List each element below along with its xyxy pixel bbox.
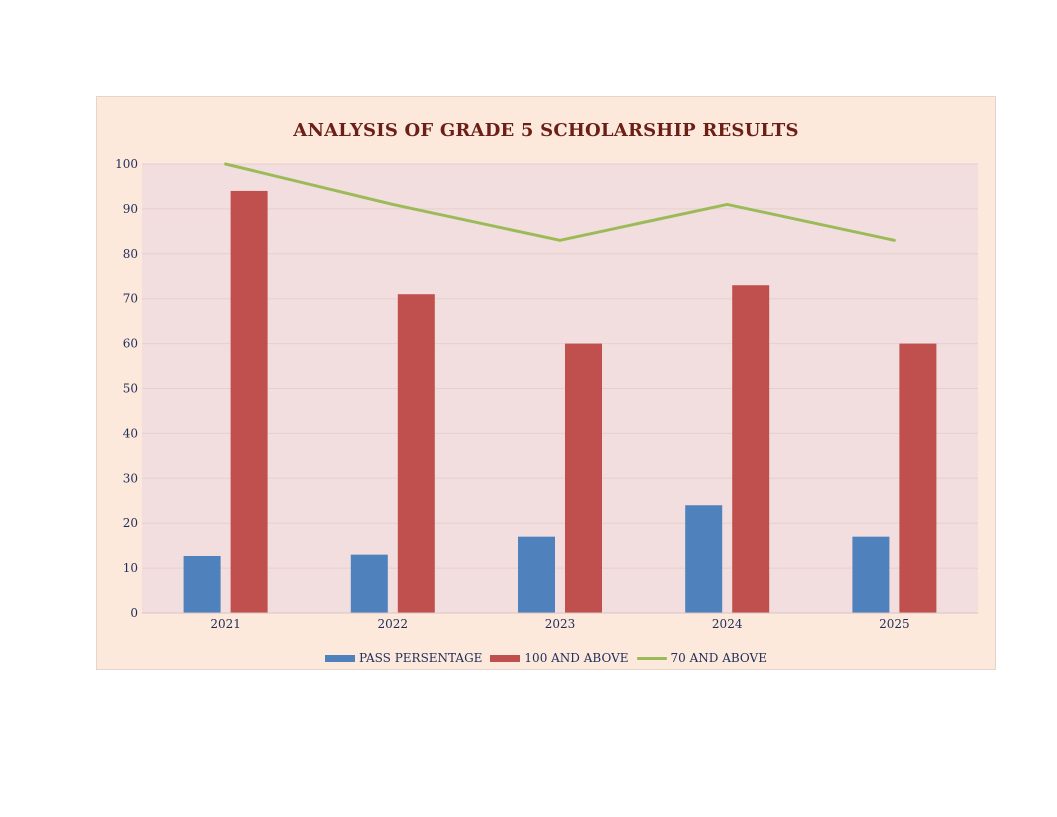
- x-tick-label-2021: 2021: [210, 617, 241, 631]
- legend-swatch-100: [490, 654, 521, 662]
- legend-item-70: 70 AND ABOVE: [636, 651, 767, 665]
- y-tick-label-50: 50: [123, 382, 138, 396]
- legend-label-100: 100 AND ABOVE: [524, 651, 629, 665]
- y-tick-label-60: 60: [123, 337, 138, 351]
- bar-pass-2022: [350, 554, 388, 613]
- y-tick-label-30: 30: [123, 471, 138, 485]
- y-tick-label-70: 70: [123, 292, 138, 306]
- bar-100-above-2025: [899, 343, 937, 613]
- y-tick-label-90: 90: [123, 202, 138, 216]
- y-tick-label-100: 100: [115, 157, 138, 171]
- bar-100-above-2024: [732, 285, 770, 613]
- bar-pass-2025: [852, 536, 890, 613]
- bar-100-above-2022: [397, 294, 435, 613]
- legend-swatch-pass: [325, 654, 356, 662]
- x-tick-label-2022: 2022: [378, 617, 409, 631]
- axes: 0 10 20 30 40 50 60 70 80 90 100 2021 2022 2023 2024 20…: [115, 157, 978, 631]
- bar-pass-2023: [518, 536, 555, 613]
- bar-100-above-2023: [565, 343, 602, 613]
- legend-line-70: [636, 656, 667, 660]
- bar-pass-2024: [685, 505, 723, 613]
- y-tick-label-0: 0: [130, 606, 138, 620]
- y-tick-label-20: 20: [123, 516, 138, 530]
- y-tick-label-10: 10: [123, 561, 138, 575]
- line-series: [224, 162, 896, 242]
- x-tick-label-2024: 2024: [712, 617, 743, 631]
- legend-item-100: 100 AND ABOVE: [490, 651, 629, 665]
- bars: [183, 190, 937, 613]
- legend-label-70: 70 AND ABOVE: [670, 651, 767, 665]
- bar-pass-2021: [183, 555, 221, 613]
- legend-label-pass: PASS PERSENTAGE: [359, 651, 483, 665]
- chart-title: ANALYSIS OF GRADE 5 SCHOLARSHIP RESULTS: [293, 120, 799, 141]
- gridlines: [142, 163, 978, 569]
- bar-100-above-2021: [230, 190, 268, 613]
- x-tick-label-2025: 2025: [879, 617, 910, 631]
- legend-item-pass: PASS PERSENTAGE: [325, 651, 482, 665]
- legend: PASS PERSENTAGE 100 AND ABOVE 70 AND ABO…: [0, 651, 1057, 665]
- y-tick-label-40: 40: [123, 426, 138, 440]
- x-tick-label-2023: 2023: [545, 617, 576, 631]
- y-tick-label-80: 80: [123, 247, 138, 261]
